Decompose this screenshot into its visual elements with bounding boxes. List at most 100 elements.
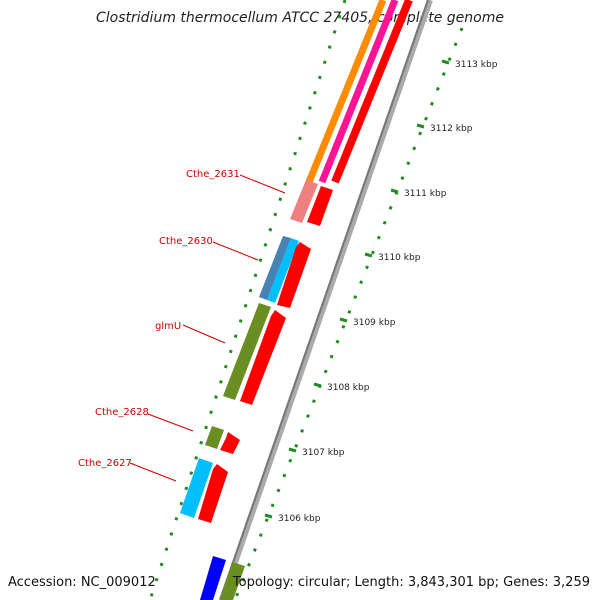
inner-dot bbox=[214, 395, 218, 399]
outer-dot bbox=[294, 443, 299, 448]
inner-dot bbox=[317, 75, 322, 80]
scale-tick-mark bbox=[441, 59, 450, 65]
scale-tick-label: 3109 kbp bbox=[353, 318, 396, 328]
inner-dot bbox=[342, 0, 347, 4]
gene-leader-line bbox=[129, 462, 177, 482]
gene-labels: Cthe_2631 Cthe_2630 glmU Cthe_2628 Cthe_2627 bbox=[78, 169, 286, 482]
band-orange bbox=[305, 0, 387, 184]
gene-glmu[interactable] bbox=[223, 303, 271, 400]
inner-dot bbox=[204, 425, 208, 430]
gene-leader-line bbox=[147, 413, 194, 432]
scale-tick-mark bbox=[288, 447, 297, 453]
inner-dot bbox=[209, 410, 213, 415]
dot-tracks bbox=[149, 0, 464, 597]
inner-dot bbox=[288, 166, 293, 171]
outer-dot bbox=[258, 533, 263, 537]
outer-dot bbox=[359, 280, 364, 285]
inner-dot bbox=[159, 562, 164, 567]
inner-dot bbox=[164, 547, 169, 552]
inner-dot bbox=[238, 319, 243, 323]
outer-dot bbox=[329, 354, 334, 359]
gene-bottom-green[interactable] bbox=[220, 562, 245, 600]
gene-cthe-2631[interactable] bbox=[290, 180, 318, 223]
band-magenta bbox=[318, 0, 399, 184]
inner-dot bbox=[322, 60, 327, 65]
scale-tick-mark bbox=[390, 188, 399, 194]
outer-dot bbox=[365, 265, 369, 270]
outer-dot bbox=[270, 503, 275, 508]
inner-dot bbox=[194, 456, 199, 460]
inner-dot bbox=[154, 577, 159, 582]
outer-dot bbox=[252, 547, 257, 552]
inner-dot bbox=[293, 151, 297, 156]
outer-dot bbox=[453, 42, 458, 47]
scale-tick-label: 3108 kbp bbox=[327, 383, 370, 393]
scale-tick-mark bbox=[264, 513, 273, 519]
outer-dot bbox=[288, 458, 293, 463]
outer-dot bbox=[276, 488, 281, 493]
cds-2628[interactable] bbox=[220, 432, 240, 454]
cds-2630[interactable] bbox=[277, 242, 311, 308]
inner-dot bbox=[273, 212, 278, 217]
inner-dot bbox=[219, 379, 223, 384]
cds-glmu[interactable] bbox=[240, 310, 286, 405]
genome-backbone-shade bbox=[219, 0, 429, 600]
outer-dot bbox=[376, 235, 381, 240]
inner-dot bbox=[332, 29, 337, 34]
outer-dot bbox=[235, 592, 240, 597]
inner-dot bbox=[189, 471, 194, 476]
inner-dot bbox=[298, 136, 302, 141]
gene-label[interactable]: glmU bbox=[155, 321, 181, 332]
outer-dot bbox=[400, 176, 405, 181]
scale-tick-mark bbox=[313, 382, 322, 388]
scale-tick-label: 3107 kbp bbox=[302, 448, 345, 458]
inner-dot bbox=[169, 532, 174, 536]
gene-cthe-2630-b[interactable] bbox=[267, 238, 299, 303]
inner-dot bbox=[268, 227, 273, 232]
inner-dot bbox=[149, 592, 154, 597]
inner-dot bbox=[199, 440, 204, 445]
scale-tick-mark bbox=[339, 317, 348, 323]
gene-label[interactable]: Cthe_2628 bbox=[95, 407, 149, 418]
gene-cthe-2628[interactable] bbox=[205, 426, 224, 449]
outer-dot bbox=[306, 414, 310, 419]
outer-dot bbox=[412, 146, 417, 151]
gene-leader-line bbox=[182, 324, 226, 344]
cds-2631[interactable] bbox=[307, 186, 333, 226]
gene-cthe-2627[interactable] bbox=[180, 458, 213, 518]
gene-label[interactable]: Cthe_2631 bbox=[186, 169, 240, 180]
inner-dot bbox=[337, 14, 342, 19]
outer-dot bbox=[441, 72, 446, 76]
outer-dot bbox=[388, 205, 393, 210]
outer-dot bbox=[264, 518, 269, 523]
inner-dot bbox=[263, 243, 268, 247]
inner-dot bbox=[174, 516, 179, 521]
scale-ticks: 3113 kbp 3112 kbp 3111 kbp 3110 kbp 3109 kbp… bbox=[264, 59, 498, 524]
inner-dot bbox=[283, 182, 288, 186]
scale-tick-mark bbox=[416, 123, 425, 129]
outer-dot bbox=[353, 295, 358, 300]
band-red bbox=[331, 0, 413, 184]
inner-dot bbox=[312, 90, 317, 95]
outer-dot bbox=[447, 57, 452, 62]
inner-dot bbox=[253, 273, 258, 278]
inner-dot bbox=[308, 106, 312, 110]
inner-dot bbox=[233, 334, 238, 339]
scale-tick-label: 3112 kbp bbox=[430, 124, 473, 134]
outer-dot bbox=[370, 250, 375, 255]
gene-label[interactable]: Cthe_2627 bbox=[78, 458, 132, 469]
gene-label[interactable]: Cthe_2630 bbox=[159, 236, 213, 247]
cds-2627[interactable] bbox=[198, 464, 228, 523]
scale-tick-label: 3106 kbp bbox=[278, 514, 321, 524]
gene-bottom-blue[interactable] bbox=[200, 556, 226, 600]
outer-dot bbox=[429, 101, 434, 106]
outer-dot bbox=[382, 220, 387, 225]
gene-cthe-2630[interactable] bbox=[259, 236, 291, 300]
outer-dot bbox=[241, 577, 246, 582]
genome-backbone bbox=[219, 0, 433, 600]
scale-tick-label: 3113 kbp bbox=[455, 60, 498, 70]
outer-dot bbox=[418, 131, 423, 136]
gene-leader-line bbox=[239, 174, 286, 194]
inner-dot bbox=[258, 258, 263, 262]
